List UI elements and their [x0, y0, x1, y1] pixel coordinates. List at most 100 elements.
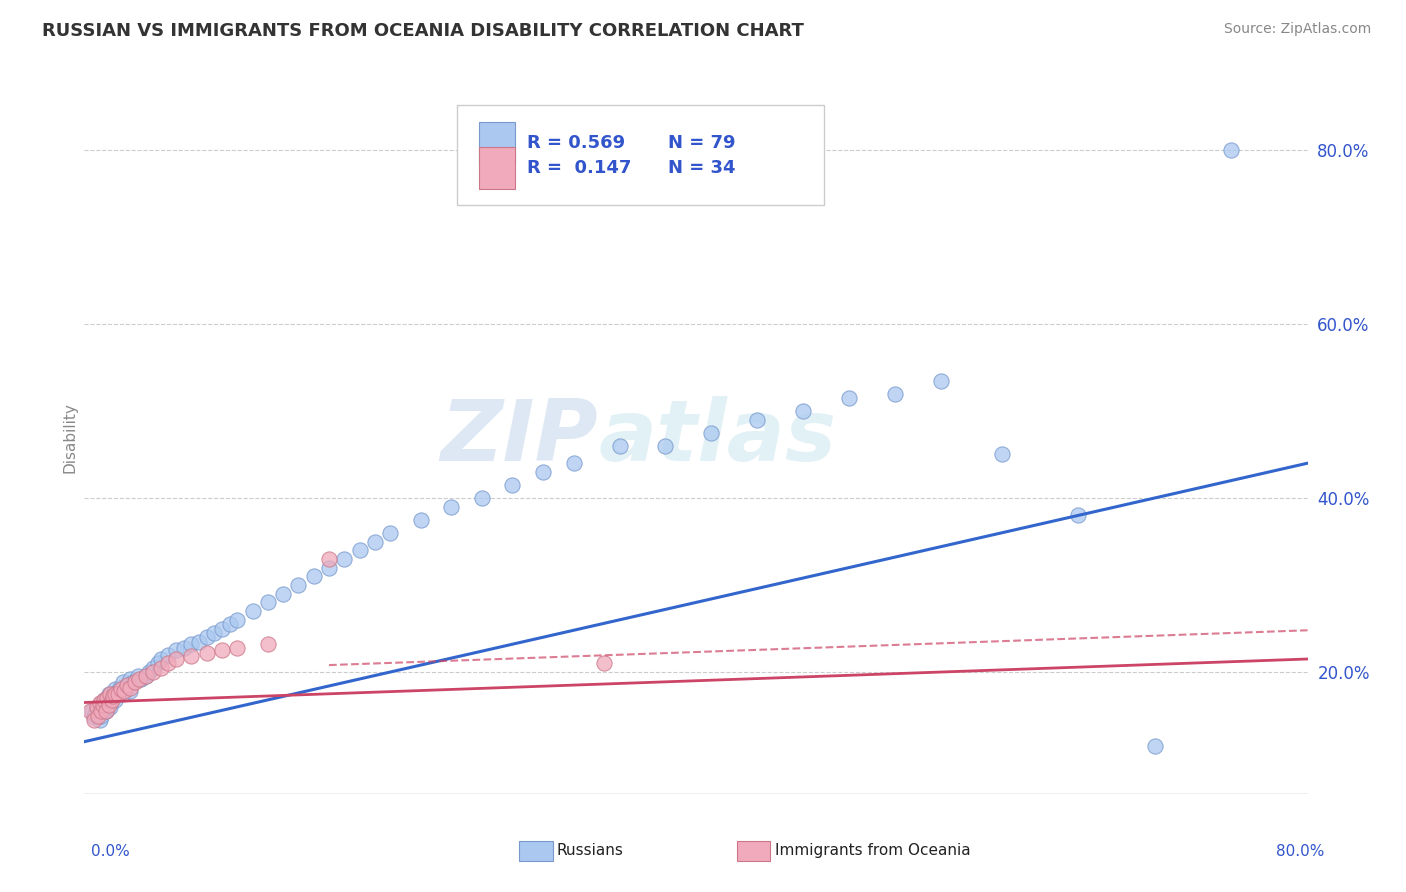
Point: [122, 675, 145, 690]
Text: Source: ZipAtlas.com: Source: ZipAtlas.com: [1223, 22, 1371, 37]
Point: [104, 693, 127, 707]
Text: N = 79: N = 79: [668, 134, 735, 152]
Text: 80.0%: 80.0%: [1277, 845, 1324, 859]
Point: [531, 465, 554, 479]
Text: R =  0.147: R = 0.147: [527, 159, 631, 177]
Point: [271, 587, 294, 601]
Point: [101, 690, 124, 704]
Point: [364, 534, 387, 549]
Point: [83, 713, 105, 727]
Point: [80, 704, 103, 718]
Point: [104, 687, 127, 701]
Point: [105, 687, 128, 701]
Point: [107, 684, 129, 698]
Point: [94, 704, 117, 718]
Point: [94, 698, 117, 712]
Text: atlas: atlas: [598, 395, 837, 479]
Point: [1220, 143, 1243, 157]
Point: [883, 386, 905, 401]
Point: [111, 675, 134, 690]
Point: [98, 699, 121, 714]
Point: [87, 701, 110, 715]
Point: [115, 678, 138, 692]
Text: Russians: Russians: [557, 844, 624, 858]
Point: [110, 682, 132, 697]
Point: [838, 391, 860, 405]
Point: [242, 604, 264, 618]
Point: [226, 613, 249, 627]
Point: [90, 708, 112, 723]
Point: [302, 569, 325, 583]
Point: [257, 637, 280, 651]
Point: [257, 595, 280, 609]
Point: [135, 669, 157, 683]
Point: [211, 643, 233, 657]
Point: [318, 560, 340, 574]
Point: [97, 687, 120, 701]
Point: [135, 669, 157, 683]
Point: [97, 698, 120, 712]
Point: [287, 578, 309, 592]
Point: [142, 661, 165, 675]
Text: 0.0%: 0.0%: [91, 845, 131, 859]
Point: [380, 525, 402, 540]
Point: [157, 648, 180, 662]
Point: [146, 657, 169, 671]
Point: [502, 478, 524, 492]
Point: [562, 456, 585, 470]
Point: [792, 404, 814, 418]
Point: [700, 425, 723, 440]
Point: [149, 661, 172, 675]
Point: [94, 704, 117, 718]
Point: [142, 665, 165, 679]
Point: [129, 672, 152, 686]
Point: [101, 693, 124, 707]
Point: [1143, 739, 1166, 753]
Point: [87, 708, 110, 723]
Point: [409, 513, 432, 527]
Point: [111, 687, 134, 701]
Point: [90, 704, 112, 718]
Point: [103, 690, 125, 704]
Point: [165, 643, 187, 657]
Point: [211, 622, 233, 636]
Point: [112, 684, 135, 698]
Text: ZIP: ZIP: [440, 395, 598, 479]
Point: [104, 682, 127, 697]
Point: [349, 543, 371, 558]
Point: [128, 672, 150, 686]
Point: [991, 448, 1014, 462]
Point: [138, 665, 160, 679]
Point: [471, 491, 494, 505]
Text: R = 0.569: R = 0.569: [527, 134, 626, 152]
Point: [149, 652, 172, 666]
Point: [124, 675, 146, 690]
Point: [202, 626, 225, 640]
Point: [86, 699, 108, 714]
Point: [115, 678, 138, 692]
Text: N = 34: N = 34: [668, 159, 735, 177]
Point: [96, 691, 118, 706]
Point: [609, 439, 631, 453]
Point: [195, 646, 218, 660]
Point: [120, 684, 142, 698]
FancyBboxPatch shape: [479, 121, 515, 164]
Point: [91, 698, 114, 712]
Point: [103, 687, 125, 701]
Point: [440, 500, 463, 514]
Point: [93, 693, 115, 707]
Point: [89, 698, 111, 712]
Point: [79, 704, 101, 718]
Point: [165, 652, 187, 666]
Point: [91, 704, 114, 718]
Point: [96, 701, 118, 715]
Point: [107, 687, 129, 701]
Text: Immigrants from Oceania: Immigrants from Oceania: [775, 844, 970, 858]
Point: [173, 640, 195, 655]
Point: [96, 691, 118, 706]
Y-axis label: Disability: Disability: [62, 401, 77, 473]
Point: [318, 552, 340, 566]
Point: [101, 693, 124, 707]
Point: [226, 640, 249, 655]
Point: [157, 657, 180, 671]
